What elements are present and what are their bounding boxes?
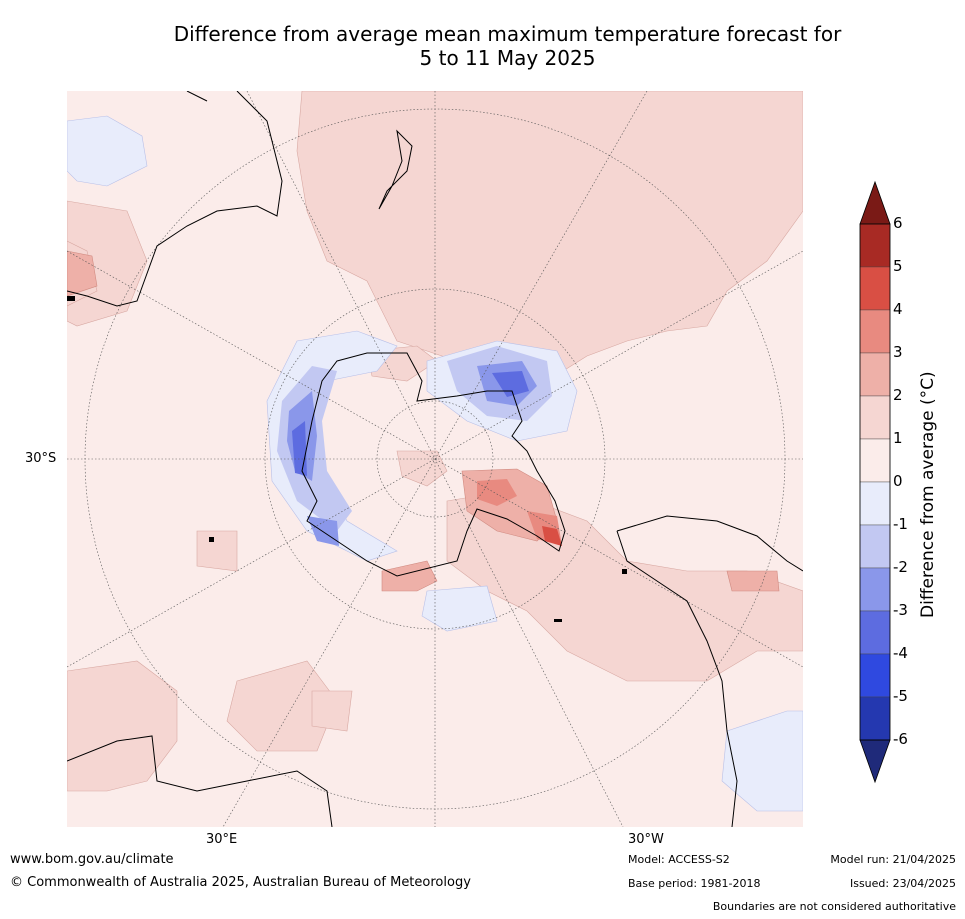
colorbar-extend-max [859,180,891,225]
colorbar-frame [859,223,891,741]
colorbar-tick-label: 1 [893,429,903,447]
colorbar-label: Difference from average (°C) [918,371,938,618]
colorbar-tick-label: 4 [893,300,903,318]
copyright-text: © Commonwealth of Australia 2025, Austra… [10,875,471,890]
latitude-label: 30°S [25,451,57,466]
anomaly-plus4-regions [542,526,562,546]
colorbar [859,180,891,784]
colorbar-tick-label: -4 [893,644,908,662]
colorbar-cell [859,309,891,354]
issued-text: Issued: 23/04/2025 [849,877,956,890]
website-text: www.bom.gov.au/climate [10,852,174,867]
colorbar-cell [859,481,891,526]
colorbar-cell [859,395,891,440]
model-run-text: Model run: 21/04/2025 [830,853,956,866]
coastlines [67,91,803,827]
colorbar-cell [859,524,891,569]
colorbar-tick-label: 3 [893,343,903,361]
disclaimer-text: Boundaries are not considered authoritat… [712,900,956,913]
map-title: Difference from average mean maximum tem… [0,22,965,70]
colorbar-extend-min [859,739,891,784]
colorbar-tick-label: -1 [893,515,908,533]
base-period-text: Base period: 1981-2018 [628,877,761,890]
model-text: Model: ACCESS-S2 [628,853,730,866]
colorbar-tick-label: 6 [893,214,903,232]
title-line-1: Difference from average mean maximum tem… [173,22,842,46]
colorbar-cell [859,567,891,612]
map-canvas [67,91,803,827]
colorbar-cell [859,438,891,483]
colorbar-tick-label: -2 [893,558,908,576]
small-islands [67,296,627,622]
colorbar-cell [859,266,891,311]
colorbar-cell [859,610,891,655]
longitude-label-east: 30°E [206,832,238,847]
colorbar-cell [859,696,891,741]
forecast-map [67,91,803,827]
colorbar-tick-label: 2 [893,386,903,404]
title-line-2: 5 to 11 May 2025 [419,46,596,70]
colorbar-cell [859,223,891,268]
colorbar-tick-label: -5 [893,687,908,705]
colorbar-tick-label: 0 [893,472,903,490]
colorbar-cell [859,352,891,397]
colorbar-tick-label: 5 [893,257,903,275]
longitude-label-west: 30°W [628,832,664,847]
colorbar-tick-label: -3 [893,601,908,619]
colorbar-cell [859,653,891,698]
graticule-lines [67,91,803,827]
colorbar-tick-label: -6 [893,730,908,748]
